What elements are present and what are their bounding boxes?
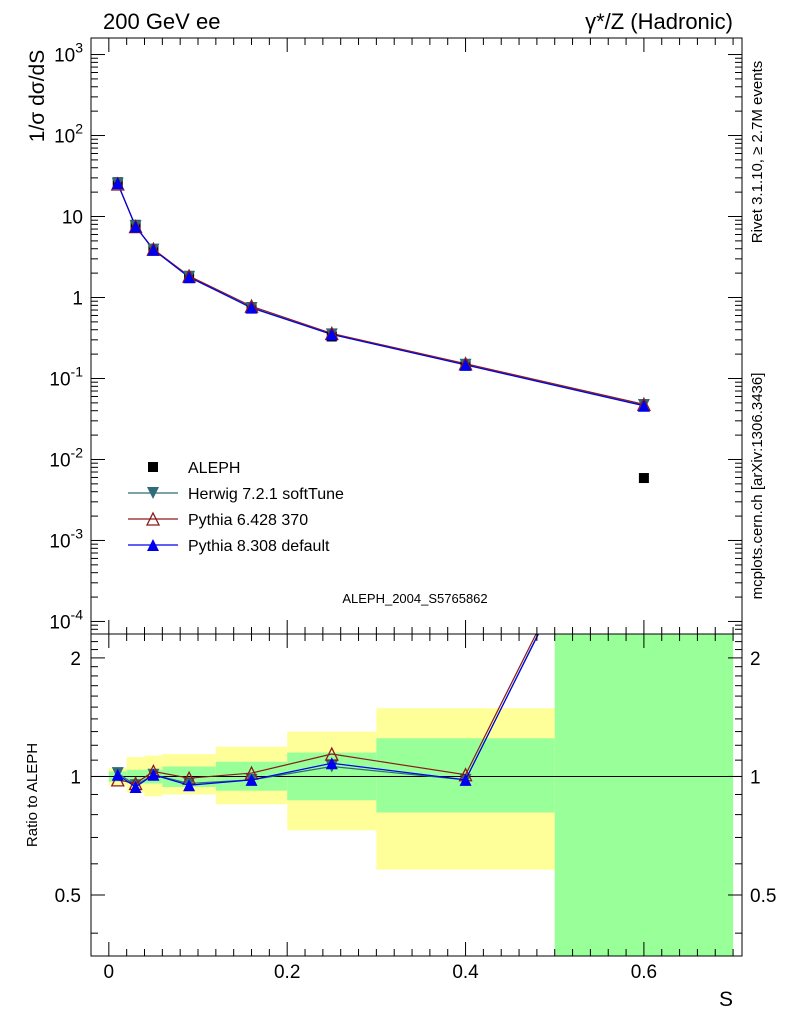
main-series-line xyxy=(117,183,645,407)
ratio-y-tick-label: 0.5 xyxy=(750,886,776,907)
y-tick-label: 10-2 xyxy=(49,444,83,471)
ratio-point xyxy=(325,757,338,770)
header-right-title: γ*/Z (Hadronic) xyxy=(585,9,733,34)
header-left-title: 200 GeV ee xyxy=(103,9,220,34)
x-tick-label: 0.4 xyxy=(452,962,479,983)
ratio-y-tick-label: 0.5 xyxy=(55,886,81,907)
stat-uncertainty-band xyxy=(554,634,734,956)
data-point xyxy=(325,328,338,341)
data-point xyxy=(637,399,650,412)
data-point xyxy=(245,301,258,314)
ratio-series-line xyxy=(117,634,537,785)
ratio-point xyxy=(459,773,472,786)
ratio-y-axis-label: Ratio to ALEPH xyxy=(24,743,41,847)
y-tick-label: 103 xyxy=(54,40,83,67)
ratio-y-tick-label: 1 xyxy=(750,767,761,788)
ratio-series-line xyxy=(117,634,540,788)
y-tick-label: 10 xyxy=(62,208,83,229)
x-tick-label: 0 xyxy=(104,962,115,983)
ratio-y-tick-label: 2 xyxy=(70,649,81,670)
main-series-line xyxy=(117,183,645,406)
data-point xyxy=(459,358,472,371)
y-tick-label: 10-4 xyxy=(49,606,83,633)
legend-marker xyxy=(145,511,161,526)
axes: 10-4 10-3 10-2 10-1 1 10 102 103 0 0.2 0.4 0.6 0.5 0.… xyxy=(49,37,776,983)
ratio-point xyxy=(245,773,258,786)
legend-label: ALEPH xyxy=(188,460,240,477)
legend-marker xyxy=(148,462,158,472)
legend-marker xyxy=(147,539,159,551)
legend-label: Pythia 8.308 default xyxy=(188,538,330,555)
x-tick-label: 0.2 xyxy=(274,962,300,983)
y-tick-label: 1 xyxy=(72,288,83,309)
data-point xyxy=(111,177,124,190)
y-tick-label: 10-1 xyxy=(49,363,83,390)
ratio-frame xyxy=(90,633,743,957)
data-point xyxy=(183,271,196,284)
ratio-series xyxy=(110,634,540,794)
data-point xyxy=(147,243,160,256)
legend: ALEPH Herwig 7.2.1 softTune Pythia 6.428 3… xyxy=(128,460,344,555)
y-tick-label: 10-3 xyxy=(49,525,83,552)
y-tick-label: 102 xyxy=(54,121,83,148)
analysis-id: ALEPH_2004_S5765862 xyxy=(342,591,487,606)
ratio-uncertainty-bands xyxy=(91,634,742,956)
main-series-line xyxy=(117,183,645,405)
data-point xyxy=(129,220,142,233)
ratio-point xyxy=(147,768,160,781)
mcplots-label: mcplots.cern.ch [arXiv:1306.3436] xyxy=(749,373,766,600)
x-axis-label: S xyxy=(719,988,733,1011)
main-series xyxy=(110,176,651,484)
legend-label: Pythia 6.428 370 xyxy=(188,512,308,529)
ratio-point xyxy=(111,768,124,781)
legend-marker xyxy=(147,487,159,499)
ratio-y-tick-label: 2 xyxy=(750,649,761,670)
legend-label: Herwig 7.2.1 softTune xyxy=(188,486,344,503)
data-point xyxy=(638,473,649,484)
ratio-y-tick-label: 1 xyxy=(70,767,81,788)
main-y-axis-label: 1/σ dσ/dS xyxy=(26,50,49,142)
ratio-point xyxy=(183,779,196,792)
ratio-point xyxy=(129,781,142,794)
x-tick-label: 0.6 xyxy=(631,962,657,983)
rivet-label: Rivet 3.1.10, ≥ 2.7M events xyxy=(749,61,766,244)
